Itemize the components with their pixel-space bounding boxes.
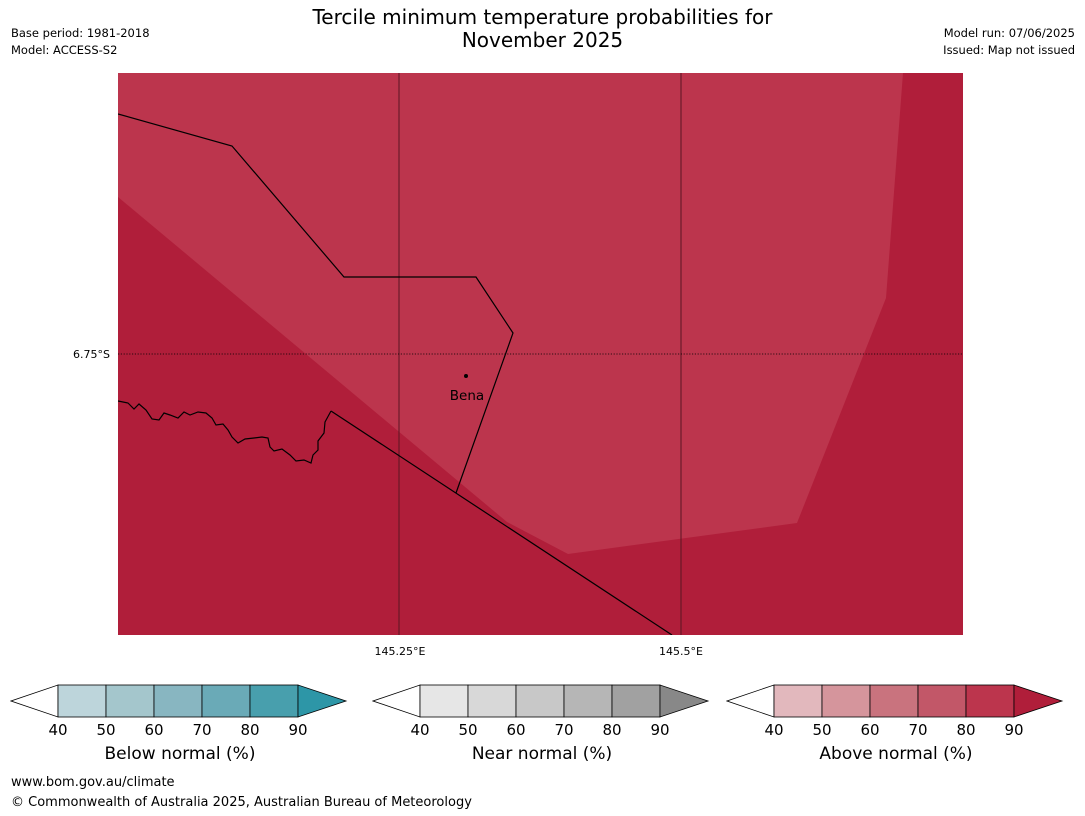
colorbar-below-normal: 40 50 60 70 80 90 (10, 684, 348, 739)
colorbar-tick-label: 60 (144, 721, 163, 739)
province-boundary (118, 113, 514, 494)
colorbar-tick-label: 80 (240, 721, 259, 739)
meta-left: Base period: 1981-2018 Model: ACCESS-S2 (11, 25, 150, 59)
above-normal-80-region (118, 73, 903, 554)
longitude-label-145-25: 145.25°E (375, 645, 426, 658)
colorbar-tick-label: 80 (602, 721, 621, 739)
map[interactable]: Bena 6.75°S 145.25°E 145.5°E (0, 0, 1085, 665)
legend-above-normal: 40 50 60 70 80 90 Above normal (%) (726, 675, 1066, 770)
province-boundary-south (330, 410, 673, 635)
colorbar-segment (515, 684, 565, 718)
colorbar-segment (249, 684, 299, 718)
colorbar-upper-arrow (659, 684, 710, 718)
issued-status: Issued: Map not issued (943, 43, 1075, 57)
colorbar-tick-label: 70 (554, 721, 573, 739)
base-period: Base period: 1981-2018 (11, 26, 150, 40)
colorbar-tick-label: 60 (506, 721, 525, 739)
colorbar-segment (419, 684, 469, 718)
colorbar-tick-label: 50 (458, 721, 477, 739)
river-line (118, 400, 332, 464)
colorbar-segment (611, 684, 661, 718)
colorbar-segment (153, 684, 203, 718)
place-marker-bena (464, 374, 468, 378)
legend-title-near-normal: Near normal (%) (471, 744, 613, 764)
legend-title-below-normal: Below normal (%) (104, 744, 256, 764)
colorbar-upper-arrow (1013, 684, 1064, 718)
colorbar-upper-arrow (297, 684, 348, 718)
colorbar-tick-label: 60 (860, 721, 879, 739)
colorbar-segment (869, 684, 919, 718)
colorbar-near-normal: 40 50 60 70 80 90 (372, 684, 710, 739)
colorbar-segment (201, 684, 251, 718)
colorbar-lower-arrow (726, 684, 775, 718)
colorbar-tick-label: 90 (650, 721, 669, 739)
footer-copyright: © Commonwealth of Australia 2025, Austra… (11, 795, 472, 810)
model-run: Model run: 07/06/2025 (943, 26, 1075, 40)
title-line-1: Tercile minimum temperature probabilitie… (312, 5, 773, 29)
latitude-label: 6.75°S (73, 348, 110, 361)
legend-title-above-normal: Above normal (%) (819, 744, 973, 764)
colorbar-lower-arrow (372, 684, 421, 718)
colorbar-tick-label: 70 (908, 721, 927, 739)
legend-near-normal: 40 50 60 70 80 90 Near normal (%) (372, 675, 712, 770)
place-label-bena: Bena (450, 388, 484, 404)
colorbar-segment (965, 684, 1015, 718)
colorbar-tick-label: 50 (812, 721, 831, 739)
colorbar-tick-label: 40 (764, 721, 783, 739)
colorbar-segment (917, 684, 967, 718)
colorbar-tick-label: 50 (96, 721, 115, 739)
longitude-label-145-5: 145.5°E (659, 645, 703, 658)
colorbar-segment (467, 684, 517, 718)
colorbar-tick-label: 70 (192, 721, 211, 739)
meta-right: Model run: 07/06/2025 Issued: Map not is… (943, 25, 1075, 59)
colorbar-lower-arrow (10, 684, 59, 718)
title-line-2: November 2025 (461, 28, 624, 52)
colorbar-tick-label: 80 (956, 721, 975, 739)
model-name: Model: ACCESS-S2 (11, 43, 118, 57)
colorbar-segment (773, 684, 823, 718)
colorbar-tick-label: 40 (48, 721, 67, 739)
colorbar-segment (105, 684, 155, 718)
colorbar-tick-label: 90 (1004, 721, 1023, 739)
colorbar-segment (57, 684, 107, 718)
colorbar-segment (821, 684, 871, 718)
map-title: Tercile minimum temperature probabilitie… (0, 6, 1085, 52)
legend-below-normal: 40 50 60 70 80 90 Below normal (%) (10, 675, 350, 770)
colorbar-segment (563, 684, 613, 718)
footer-url[interactable]: www.bom.gov.au/climate (11, 775, 175, 790)
colorbar-tick-label: 40 (410, 721, 429, 739)
colorbar-tick-label: 90 (288, 721, 307, 739)
colorbar-above-normal: 40 50 60 70 80 90 (726, 684, 1064, 739)
